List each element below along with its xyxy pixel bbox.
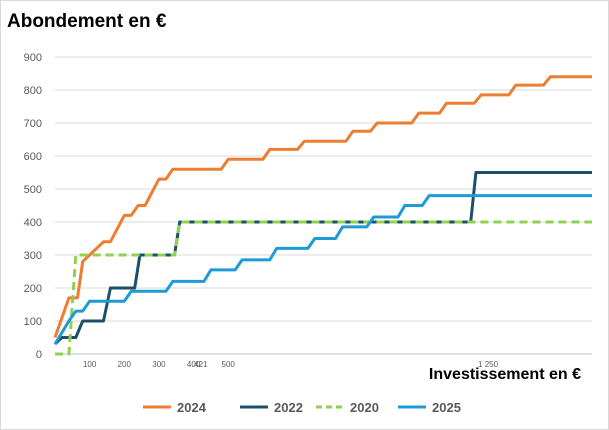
x-tick-label: 400 (187, 360, 201, 369)
legend-label-2020: 2020 (350, 400, 379, 415)
legend-label-2024: 2024 (177, 400, 207, 415)
series-line-2024 (53, 75, 592, 338)
y-tick-label: 900 (24, 52, 42, 64)
y-tick-label: 700 (24, 118, 42, 130)
y-tick-label: 0 (36, 349, 42, 361)
x-tick-label: 1 250 (478, 360, 499, 369)
legend-label-2022: 2022 (274, 400, 303, 415)
y-tick-label: 300 (24, 250, 42, 262)
series-line-2025 (53, 194, 592, 345)
y-tick-label: 200 (24, 283, 42, 295)
y-tick-label: 600 (24, 151, 42, 163)
x-tick-label: 421 (194, 360, 208, 369)
series-line-2020 (55, 220, 592, 356)
series-line-2022 (53, 171, 592, 346)
y-tick-label: 400 (24, 217, 42, 229)
y-tick-label: 500 (24, 184, 42, 196)
chart-title: Abondement en € (7, 11, 167, 32)
x-axis-label: Investissement en € (428, 366, 581, 383)
y-tick-label: 800 (24, 85, 42, 97)
x-tick-label: 200 (118, 360, 132, 369)
legend-label-2025: 2025 (432, 400, 461, 415)
x-tick-label: 300 (152, 360, 166, 369)
y-tick-label: 100 (24, 316, 42, 328)
x-tick-label: 100 (83, 360, 97, 369)
x-tick-label: 500 (222, 360, 236, 369)
